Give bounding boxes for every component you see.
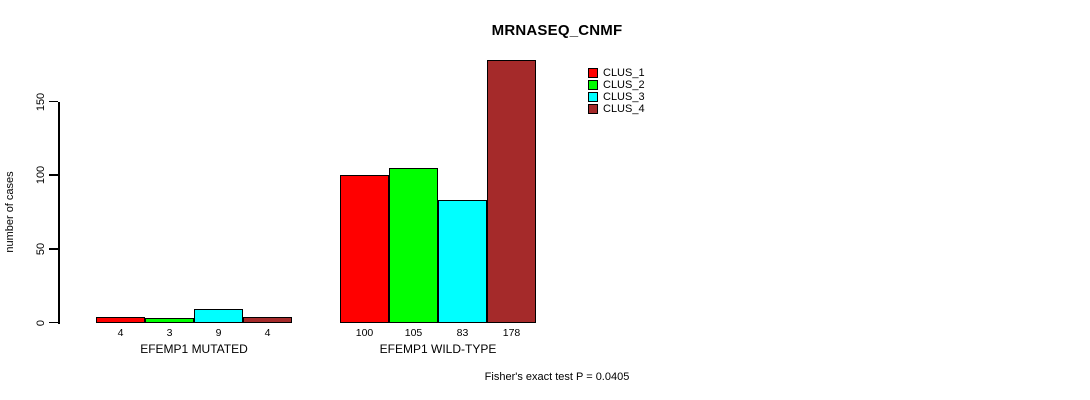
bar-value-label: 83 xyxy=(456,327,469,339)
bar-clus_2-mutated xyxy=(145,318,194,324)
y-axis-tick xyxy=(49,321,58,324)
legend-label: CLUS_2 xyxy=(603,79,645,91)
bar-value-label: 105 xyxy=(404,327,423,339)
y-axis-tick xyxy=(49,174,58,176)
y-axis-line xyxy=(58,101,60,324)
legend-swatch-clus_3 xyxy=(588,92,598,102)
legend-swatch-clus_1 xyxy=(588,68,598,78)
y-axis-tick-label: 150 xyxy=(35,92,47,111)
bar-value-label: 100 xyxy=(355,327,374,339)
bar-value-label: 4 xyxy=(264,327,271,339)
bar-clus_3-wildtype xyxy=(438,200,487,324)
y-axis-tick-label: 100 xyxy=(35,165,47,185)
bar-value-label: 178 xyxy=(502,327,521,339)
bar-clus_2-wildtype xyxy=(389,167,438,324)
bar-clus_3-mutated xyxy=(194,309,243,324)
bar-clus_4-wildtype xyxy=(487,60,536,324)
bar-value-label: 9 xyxy=(215,327,222,339)
x-category-label: EFEMP1 MUTATED xyxy=(140,342,248,356)
y-axis-tick-label: 50 xyxy=(35,242,47,255)
legend-swatch-clus_2 xyxy=(588,80,598,90)
y-axis-tick xyxy=(49,100,58,103)
legend-label: CLUS_1 xyxy=(603,67,645,79)
legend-label: CLUS_4 xyxy=(603,103,645,115)
y-axis-tick xyxy=(49,248,58,250)
legend-swatch-clus_4 xyxy=(588,104,598,114)
bar-value-label: 4 xyxy=(117,327,124,339)
y-axis-title: number of cases xyxy=(4,171,16,253)
bar-value-label: 3 xyxy=(166,327,173,339)
bar-clus_4-mutated xyxy=(243,316,292,324)
legend-label: CLUS_3 xyxy=(603,91,645,103)
chart-title: MRNASEQ_CNMF xyxy=(491,22,623,39)
fisher-test-annotation: Fisher's exact test P = 0.0405 xyxy=(484,371,630,383)
bar-clus_1-mutated xyxy=(96,316,145,324)
x-category-label: EFEMP1 WILD-TYPE xyxy=(379,342,497,356)
bar-clus_1-wildtype xyxy=(340,175,389,324)
y-axis-tick-label: 0 xyxy=(35,319,47,326)
